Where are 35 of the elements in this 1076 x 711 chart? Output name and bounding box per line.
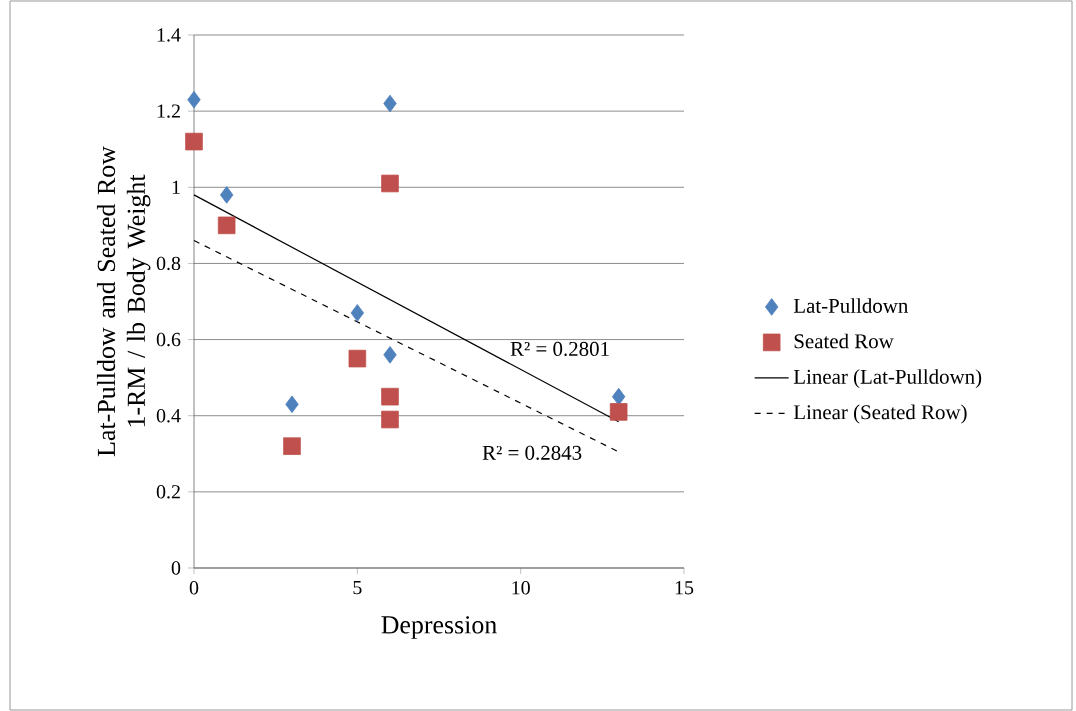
y-tick-label: 0.2 — [156, 485, 180, 499]
point — [609, 403, 628, 421]
point — [219, 186, 234, 204]
point — [383, 346, 397, 364]
annotation: R² = 0.2843 — [482, 445, 582, 460]
point — [381, 410, 399, 429]
point — [285, 395, 299, 414]
legend-label: Lat-Pulldown — [793, 298, 909, 313]
y-tick-label: 0.6 — [156, 332, 181, 347]
y-tick-label: 0.4 — [156, 408, 181, 423]
point — [611, 387, 626, 406]
point — [187, 90, 201, 109]
y-tick-label: 0 — [171, 561, 181, 575]
point — [383, 94, 397, 113]
point — [381, 387, 399, 406]
point — [283, 437, 301, 455]
point — [350, 304, 365, 322]
y-axis-title: Lat-Pulldow and Seated Row 1-RM / lb Body Weight — [96, 146, 151, 457]
y-tick-label: 0.8 — [156, 256, 181, 271]
legend-label: Linear (Seated Row) — [793, 404, 967, 424]
y-tick-label: 1.4 — [157, 28, 181, 42]
x-tick-label: 15 — [675, 581, 694, 595]
annotation: R² = 0.2801 — [510, 341, 609, 357]
point — [381, 174, 399, 193]
x-axis-title: Depression — [381, 616, 497, 639]
x-tick-label: 0 — [189, 581, 199, 595]
point — [217, 216, 236, 235]
x-tick-label: 10 — [512, 581, 530, 595]
y-tick-label: 1.2 — [157, 104, 180, 118]
legend-label: Seated Row — [794, 333, 894, 349]
legend-label: Linear (Lat-Pulldown) — [793, 369, 982, 389]
x-tick-label: 5 — [353, 581, 362, 595]
y-tick-label: 1 — [172, 180, 180, 194]
point — [348, 349, 367, 368]
point — [185, 132, 203, 151]
